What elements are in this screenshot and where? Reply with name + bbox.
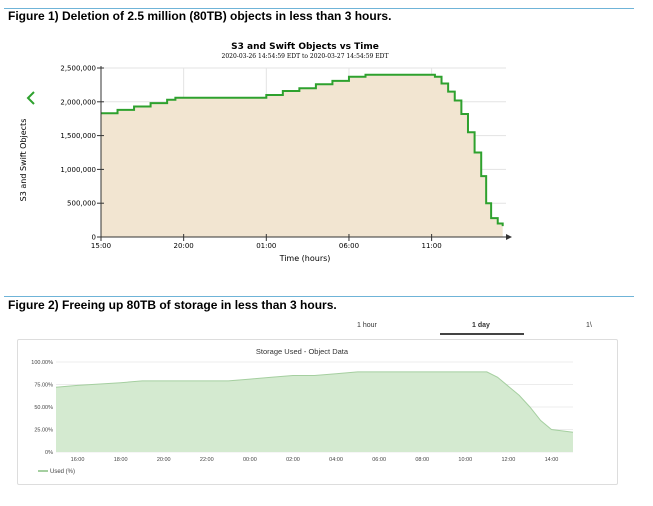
chart1-y-ticks: 0 500,000 1,000,000 1,500,000 2,000,000 2,500… [60, 65, 104, 242]
chart1-y-tick-label: 500,000 [67, 200, 96, 208]
chart1-subtitle: 2020-03-26 14:54:59 EDT to 2020-03-27 14… [222, 53, 389, 60]
chart1-series-area [101, 74, 503, 237]
chart2-legend-label[interactable]: Used (%) [50, 469, 75, 475]
chart1-x-tick-label: 20:00 [174, 242, 194, 250]
chart2-y-tick-label: 0% [45, 450, 53, 456]
chart1-title: S3 and Swift Objects vs Time [231, 42, 379, 52]
chart1-x-tick-label: 06:00 [339, 242, 359, 250]
chevron-icon[interactable] [26, 91, 35, 105]
chart1-y-axis-label: S3 and Swift Objects [19, 119, 28, 202]
chart1-plot-area [101, 73, 504, 237]
tab-1-day-active-indicator [440, 333, 524, 335]
chart2-x-tick-label: 18:00 [114, 457, 128, 463]
chart1-x-tick-label: 01:00 [256, 242, 276, 250]
chart2-y-tick-label: 25.00% [34, 428, 53, 434]
chart2-x-tick-label: 20:00 [157, 457, 171, 463]
chart2-y-tick-label: 100.00% [31, 360, 53, 366]
chart2-x-tick-label: 02:00 [286, 457, 300, 463]
chart1-y-tick-label: 2,000,000 [60, 98, 96, 106]
chart1-x-tick-label: 15:00 [91, 242, 111, 250]
chart2-x-tick-label: 10:00 [458, 457, 472, 463]
chart2-x-tick-label: 16:00 [71, 457, 85, 463]
chart1-x-axis-label: Time (hours) [279, 254, 331, 263]
chart1-y-tick-label: 1,000,000 [60, 166, 96, 174]
figure2-chart-panel [17, 339, 618, 485]
figure2-caption: Figure 2) Freeing up 80TB of storage in … [8, 298, 337, 312]
chart2-plot-area [55, 371, 574, 452]
chart1-x-ticks: 15:00 20:00 01:00 06:00 11:00 [91, 234, 442, 250]
chart2-y-tick-label: 75.00% [34, 383, 53, 389]
figure1-top-rule [4, 8, 634, 9]
chart2-y-ticks: 0% 25.00% 50.00% 75.00% 100.00% [31, 360, 53, 456]
chart1-series-line [101, 73, 504, 227]
chart1-y-tick-label: 0 [92, 234, 96, 242]
chart2-x-tick-label: 14:00 [545, 457, 559, 463]
chart2-x-tick-label: 08:00 [415, 457, 429, 463]
chart2-x-tick-label: 22:00 [200, 457, 214, 463]
chart2-x-ticks: 16:00 18:00 20:00 22:00 00:00 02:00 04:00 06:00… [71, 457, 559, 463]
figure2-top-rule [4, 296, 634, 297]
chart1-axes [100, 66, 512, 240]
chart2-x-tick-label: 04:00 [329, 457, 343, 463]
chart1-y-tick-label: 2,500,000 [60, 65, 96, 73]
chart2-x-tick-label: 12:00 [501, 457, 515, 463]
chart1-x-axis-arrow [506, 234, 512, 240]
chart1-y-tick-label: 1,500,000 [60, 132, 96, 140]
tab-1-day[interactable]: 1 day [472, 322, 490, 329]
chart2-series-line [55, 371, 574, 433]
chart1-x-tick-label: 11:00 [422, 242, 442, 250]
chart2-title: Storage Used - Object Data [256, 347, 349, 356]
chart2-x-tick-label: 06:00 [372, 457, 386, 463]
figure1-chart: S3 and Swift Objects vs Time 2020-03-26 … [19, 42, 512, 263]
chart2-series-area [56, 371, 573, 452]
tab-1-hour[interactable]: 1 hour [357, 322, 377, 329]
chart2-x-tick-label: 00:00 [243, 457, 257, 463]
chart2-y-tick-label: 50.00% [34, 405, 53, 411]
figure1-caption: Figure 1) Deletion of 2.5 million (80TB)… [8, 9, 392, 23]
tab-more[interactable]: 1\ [586, 322, 592, 329]
